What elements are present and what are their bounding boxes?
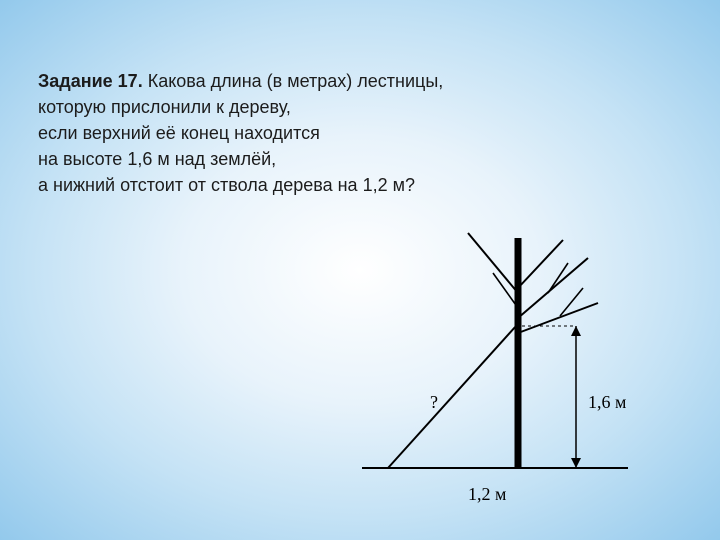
figure-svg (338, 228, 650, 508)
task-line5: а нижний отстоит от ствола дерева на 1,2… (38, 175, 415, 195)
task-line2: которую прислонили к дереву, (38, 97, 291, 117)
label-height: 1,6 м (588, 392, 626, 413)
figure-container: ? 1,6 м 1,2 м (338, 228, 650, 508)
task-block: Задание 17. Какова длина (в метрах) лест… (38, 68, 682, 198)
task-line3: если верхний её конец находится (38, 123, 320, 143)
task-text: Задание 17. Какова длина (в метрах) лест… (38, 68, 682, 198)
task-number: Задание 17. (38, 71, 143, 91)
task-line4: на высоте 1,6 м над землёй, (38, 149, 276, 169)
task-line1: Какова длина (в метрах) лестницы, (143, 71, 444, 91)
label-question-mark: ? (430, 392, 438, 413)
label-base: 1,2 м (468, 484, 506, 505)
